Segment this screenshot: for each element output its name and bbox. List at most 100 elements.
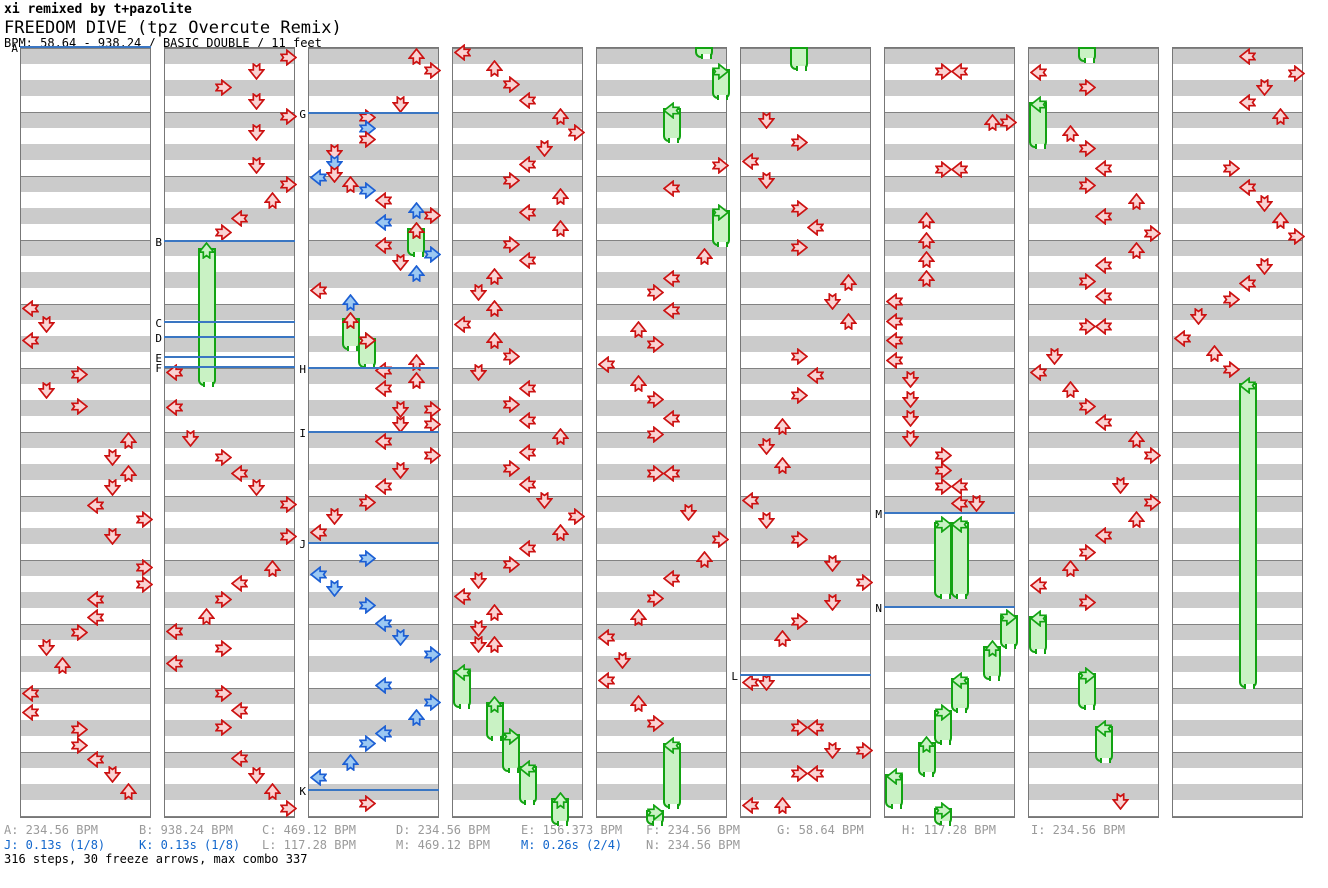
note-arrow-right-4th xyxy=(1144,446,1162,464)
note-arrow-up-4th xyxy=(630,694,648,712)
freeze-arrow-head-l xyxy=(1029,95,1047,113)
note-arrow-left-4th xyxy=(1095,256,1113,274)
note-arrow-right-4th xyxy=(358,130,376,148)
freeze-arrow-head-l xyxy=(663,101,681,119)
note-arrow-right-4th xyxy=(1222,290,1240,308)
note-arrow-up-4th xyxy=(119,464,137,482)
freeze-arrow-head-r xyxy=(1078,666,1096,684)
legend-entry-I: I: 234.56 BPM xyxy=(1031,823,1125,837)
note-arrow-left-4th xyxy=(21,299,39,317)
note-arrow-up-8th xyxy=(342,293,360,311)
freeze-arrow-head-r xyxy=(712,62,730,80)
freeze-tail-notch xyxy=(1083,58,1095,63)
note-arrow-left-4th xyxy=(231,749,249,767)
note-arrow-left-4th xyxy=(231,209,249,227)
note-arrow-right-4th xyxy=(280,175,298,193)
song-title: FREEDOM DIVE (tpz Overcute Remix) xyxy=(4,18,342,38)
note-arrow-down-4th xyxy=(103,478,121,496)
note-arrow-right-4th xyxy=(358,331,376,349)
freeze-tail-notch xyxy=(1100,758,1112,763)
legend-entry-F: F: 234.56 BPM xyxy=(646,823,740,837)
freeze-tail-notch xyxy=(651,821,663,826)
note-arrow-right-4th xyxy=(856,573,874,591)
note-arrow-up-4th xyxy=(486,59,504,77)
note-arrow-right-4th xyxy=(70,736,88,754)
section-line-G xyxy=(308,112,439,114)
freeze-tail-notch xyxy=(412,252,424,257)
note-arrow-left-4th xyxy=(375,236,393,254)
note-arrow-down-4th xyxy=(535,491,553,509)
note-arrow-up-4th xyxy=(119,782,137,800)
note-arrow-down-4th xyxy=(38,381,56,399)
note-arrow-right-4th xyxy=(1288,64,1306,82)
note-arrow-up-4th xyxy=(630,374,648,392)
legend-entry-N: N: 234.56 BPM xyxy=(646,838,740,852)
note-arrow-right-4th xyxy=(280,799,298,817)
note-arrow-down-4th xyxy=(967,494,985,512)
note-arrow-left-4th xyxy=(807,366,825,384)
note-arrow-right-4th xyxy=(790,199,808,217)
note-arrow-down-4th xyxy=(1111,792,1129,810)
note-arrow-left-4th xyxy=(165,363,183,381)
note-arrow-up-4th xyxy=(263,559,281,577)
note-arrow-right-4th xyxy=(214,684,232,702)
note-arrow-up-4th xyxy=(774,456,792,474)
legend-entry-D: D: 234.56 BPM xyxy=(396,823,490,837)
freeze-tail-notch xyxy=(956,594,968,599)
note-arrow-up-4th xyxy=(918,250,936,268)
note-arrow-up-4th xyxy=(630,320,648,338)
chart-column-9 xyxy=(1172,47,1303,818)
note-arrow-up-4th xyxy=(774,796,792,814)
section-line-J xyxy=(308,542,439,544)
note-arrow-left-4th xyxy=(1095,526,1113,544)
freeze-arrow-head-u xyxy=(918,735,936,753)
legend-entry-K: K: 0.13s (1/8) xyxy=(139,838,241,852)
freeze-arrow-head-l xyxy=(1029,609,1047,627)
note-arrow-up-4th xyxy=(1127,241,1145,259)
note-arrow-right-4th xyxy=(136,510,154,528)
note-arrow-down-4th xyxy=(326,507,344,525)
note-arrow-right-4th xyxy=(214,78,232,96)
note-arrow-left-4th xyxy=(807,218,825,236)
note-arrow-right-4th xyxy=(1144,224,1162,242)
note-arrow-up-4th xyxy=(839,312,857,330)
note-arrow-right-4th xyxy=(646,425,664,443)
note-arrow-left-4th xyxy=(519,443,537,461)
chart-column-7 xyxy=(884,47,1015,818)
freeze-tail-notch xyxy=(1083,705,1095,710)
note-arrow-up-4th xyxy=(1271,107,1289,125)
section-label-F: F xyxy=(155,362,162,375)
section-label-E: E xyxy=(155,352,162,365)
note-arrow-left-8th xyxy=(309,168,327,186)
note-arrow-left-4th xyxy=(951,477,969,495)
note-arrow-right-4th xyxy=(424,446,442,464)
note-arrow-left-4th xyxy=(231,701,249,719)
note-arrow-right-4th xyxy=(1222,159,1240,177)
note-arrow-left-4th xyxy=(741,152,759,170)
freeze-arrow-head-r xyxy=(712,203,730,221)
note-arrow-down-4th xyxy=(247,766,265,784)
note-arrow-left-4th xyxy=(87,750,105,768)
section-label-G: G xyxy=(299,108,306,121)
section-label-B: B xyxy=(155,236,162,249)
freeze-arrow-head-l xyxy=(519,759,537,777)
note-arrow-up-4th xyxy=(119,431,137,449)
freeze-tail-notch xyxy=(668,804,680,809)
note-arrow-right-4th xyxy=(790,764,808,782)
note-arrow-right-4th xyxy=(424,61,442,79)
note-arrow-left-8th xyxy=(375,724,393,742)
note-arrow-right-4th xyxy=(1078,272,1096,290)
note-arrow-down-4th xyxy=(1255,78,1273,96)
note-arrow-right-8th xyxy=(358,734,376,752)
freeze-arrow-head-r xyxy=(1000,608,1018,626)
note-arrow-right-8th xyxy=(424,245,442,263)
note-arrow-down-4th xyxy=(391,461,409,479)
note-arrow-right-4th xyxy=(70,397,88,415)
freeze-tail-notch xyxy=(795,66,807,71)
artist-name: xi remixed by t+pazolite xyxy=(4,2,192,17)
note-arrow-down-4th xyxy=(902,390,920,408)
note-arrow-down-4th xyxy=(823,292,841,310)
note-arrow-right-4th xyxy=(214,590,232,608)
freeze-tail-notch xyxy=(668,138,680,143)
freeze-tail-notch xyxy=(1244,684,1256,689)
